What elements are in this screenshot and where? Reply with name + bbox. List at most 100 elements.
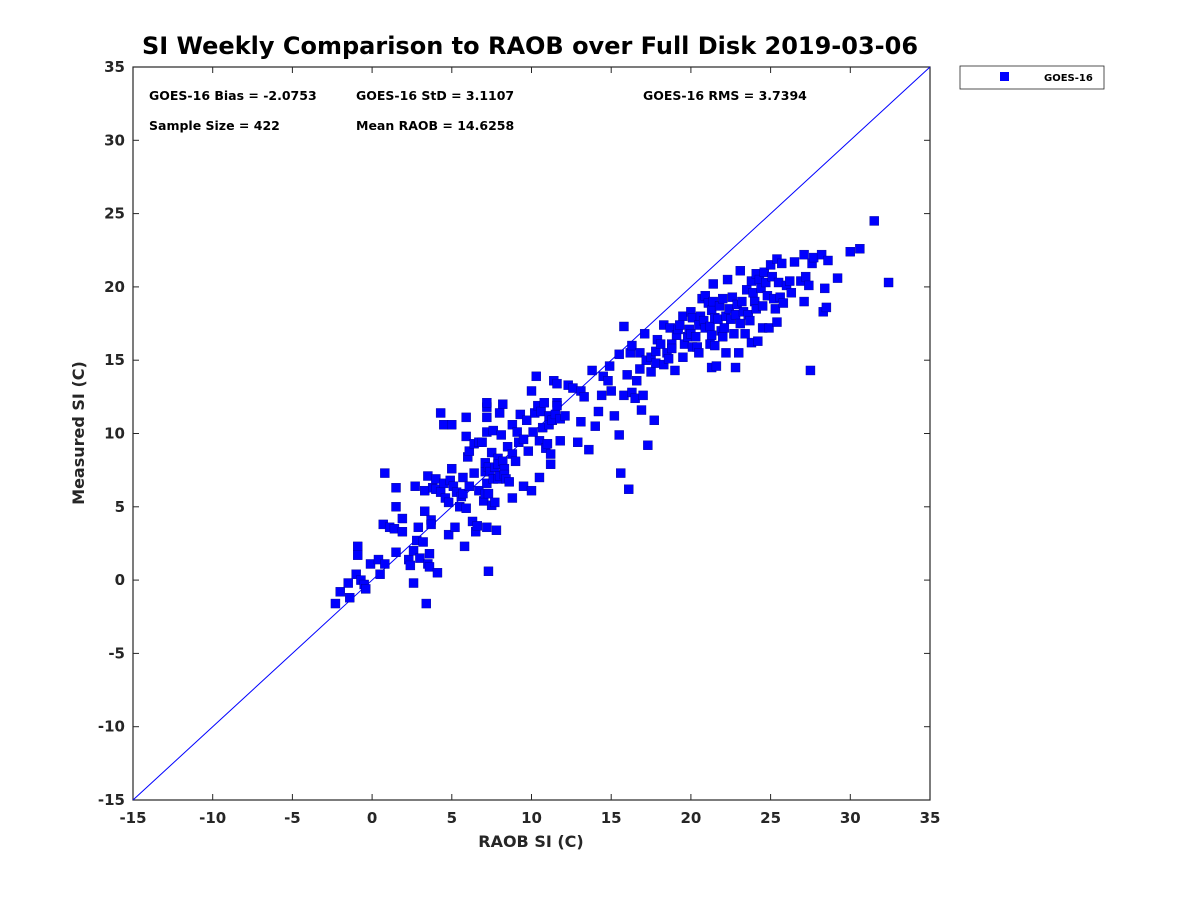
data-point bbox=[713, 314, 723, 324]
data-point bbox=[767, 271, 777, 282]
data-point bbox=[735, 318, 746, 329]
data-point bbox=[800, 271, 811, 282]
data-point bbox=[804, 280, 814, 291]
data-point bbox=[694, 348, 704, 358]
data-point bbox=[748, 288, 758, 298]
data-point bbox=[391, 502, 401, 512]
x-tick-label: 10 bbox=[521, 809, 542, 827]
data-point bbox=[510, 456, 521, 467]
data-point bbox=[397, 527, 408, 537]
data-point bbox=[420, 485, 430, 496]
data-point bbox=[408, 546, 419, 556]
data-point bbox=[722, 274, 733, 285]
y-tick-label: -5 bbox=[108, 644, 125, 662]
data-point bbox=[531, 371, 541, 382]
data-point bbox=[526, 386, 537, 396]
x-tick-label: 35 bbox=[920, 809, 941, 827]
data-point bbox=[579, 392, 589, 402]
data-point bbox=[765, 260, 776, 270]
y-tick-label: 5 bbox=[115, 498, 125, 516]
data-point bbox=[708, 279, 718, 289]
data-point bbox=[410, 481, 420, 491]
y-tick-label: 20 bbox=[104, 278, 125, 296]
data-point bbox=[616, 468, 626, 478]
data-point bbox=[472, 521, 483, 531]
data-point bbox=[799, 296, 809, 307]
x-tick-label: 20 bbox=[680, 809, 701, 827]
data-point bbox=[764, 323, 774, 333]
data-point bbox=[555, 436, 565, 446]
data-point bbox=[464, 446, 475, 456]
data-point bbox=[494, 408, 505, 418]
chart-title: SI Weekly Comparison to RAOB over Full D… bbox=[142, 32, 918, 60]
data-point bbox=[539, 398, 549, 408]
data-point bbox=[413, 522, 424, 533]
data-point bbox=[690, 332, 701, 342]
legend: GOES-16 bbox=[959, 65, 1105, 90]
data-point bbox=[568, 383, 578, 393]
data-point bbox=[542, 439, 553, 449]
legend-marker-square bbox=[1000, 72, 1009, 81]
data-point bbox=[523, 446, 534, 456]
data-point bbox=[518, 434, 529, 445]
x-axis: -15 -10 -5 0 5 10 15 20 25 30 35 bbox=[119, 67, 940, 827]
stat-std: GOES-16 StD = 3.1107 bbox=[356, 88, 514, 103]
data-point bbox=[528, 427, 538, 437]
y-axis-label: Measured SI (C) bbox=[69, 361, 88, 505]
data-point bbox=[667, 343, 677, 354]
data-point bbox=[646, 352, 656, 362]
data-point bbox=[606, 386, 616, 396]
y-tick-label: 0 bbox=[115, 571, 125, 589]
data-point bbox=[773, 277, 784, 288]
data-point bbox=[491, 525, 502, 535]
data-point bbox=[469, 468, 479, 478]
data-point bbox=[711, 361, 722, 371]
y-tick-label: 10 bbox=[104, 425, 125, 443]
data-point bbox=[756, 283, 766, 294]
data-point bbox=[789, 257, 800, 267]
data-point bbox=[515, 409, 526, 420]
data-point bbox=[772, 317, 782, 327]
stat-bias: GOES-16 Bias = -2.0753 bbox=[149, 88, 317, 103]
data-point bbox=[619, 390, 629, 401]
data-point bbox=[458, 488, 468, 499]
data-point bbox=[805, 365, 816, 376]
data-point bbox=[636, 405, 647, 415]
y-tick-label: 30 bbox=[104, 131, 125, 149]
stat-mean-raob: Mean RAOB = 14.6258 bbox=[356, 118, 514, 133]
data-point bbox=[443, 497, 454, 508]
data-point bbox=[552, 378, 562, 389]
data-point bbox=[458, 472, 468, 483]
data-point bbox=[675, 320, 685, 330]
data-point bbox=[461, 412, 471, 423]
data-point bbox=[391, 547, 401, 557]
data-point bbox=[353, 541, 363, 552]
data-point bbox=[420, 506, 430, 516]
data-point bbox=[459, 541, 470, 552]
x-tick-label: -5 bbox=[284, 809, 301, 827]
data-point bbox=[380, 468, 390, 478]
data-point bbox=[635, 348, 645, 358]
data-point bbox=[609, 411, 620, 421]
data-point bbox=[397, 513, 408, 524]
data-point bbox=[678, 352, 688, 362]
data-point bbox=[418, 537, 428, 547]
data-point bbox=[330, 598, 341, 609]
data-point bbox=[482, 522, 492, 533]
data-point bbox=[461, 503, 471, 513]
data-point bbox=[431, 474, 441, 484]
data-point bbox=[659, 359, 669, 370]
data-point bbox=[504, 477, 514, 487]
data-point bbox=[622, 370, 632, 380]
data-point bbox=[432, 568, 443, 578]
data-point bbox=[483, 566, 494, 577]
stat-sample-size: Sample Size = 422 bbox=[149, 118, 280, 133]
data-point bbox=[735, 266, 746, 276]
x-tick-label: 5 bbox=[447, 809, 457, 827]
data-point bbox=[498, 399, 508, 409]
data-point bbox=[770, 304, 781, 314]
data-point bbox=[727, 292, 738, 302]
data-point bbox=[415, 553, 425, 563]
data-point bbox=[483, 488, 494, 499]
